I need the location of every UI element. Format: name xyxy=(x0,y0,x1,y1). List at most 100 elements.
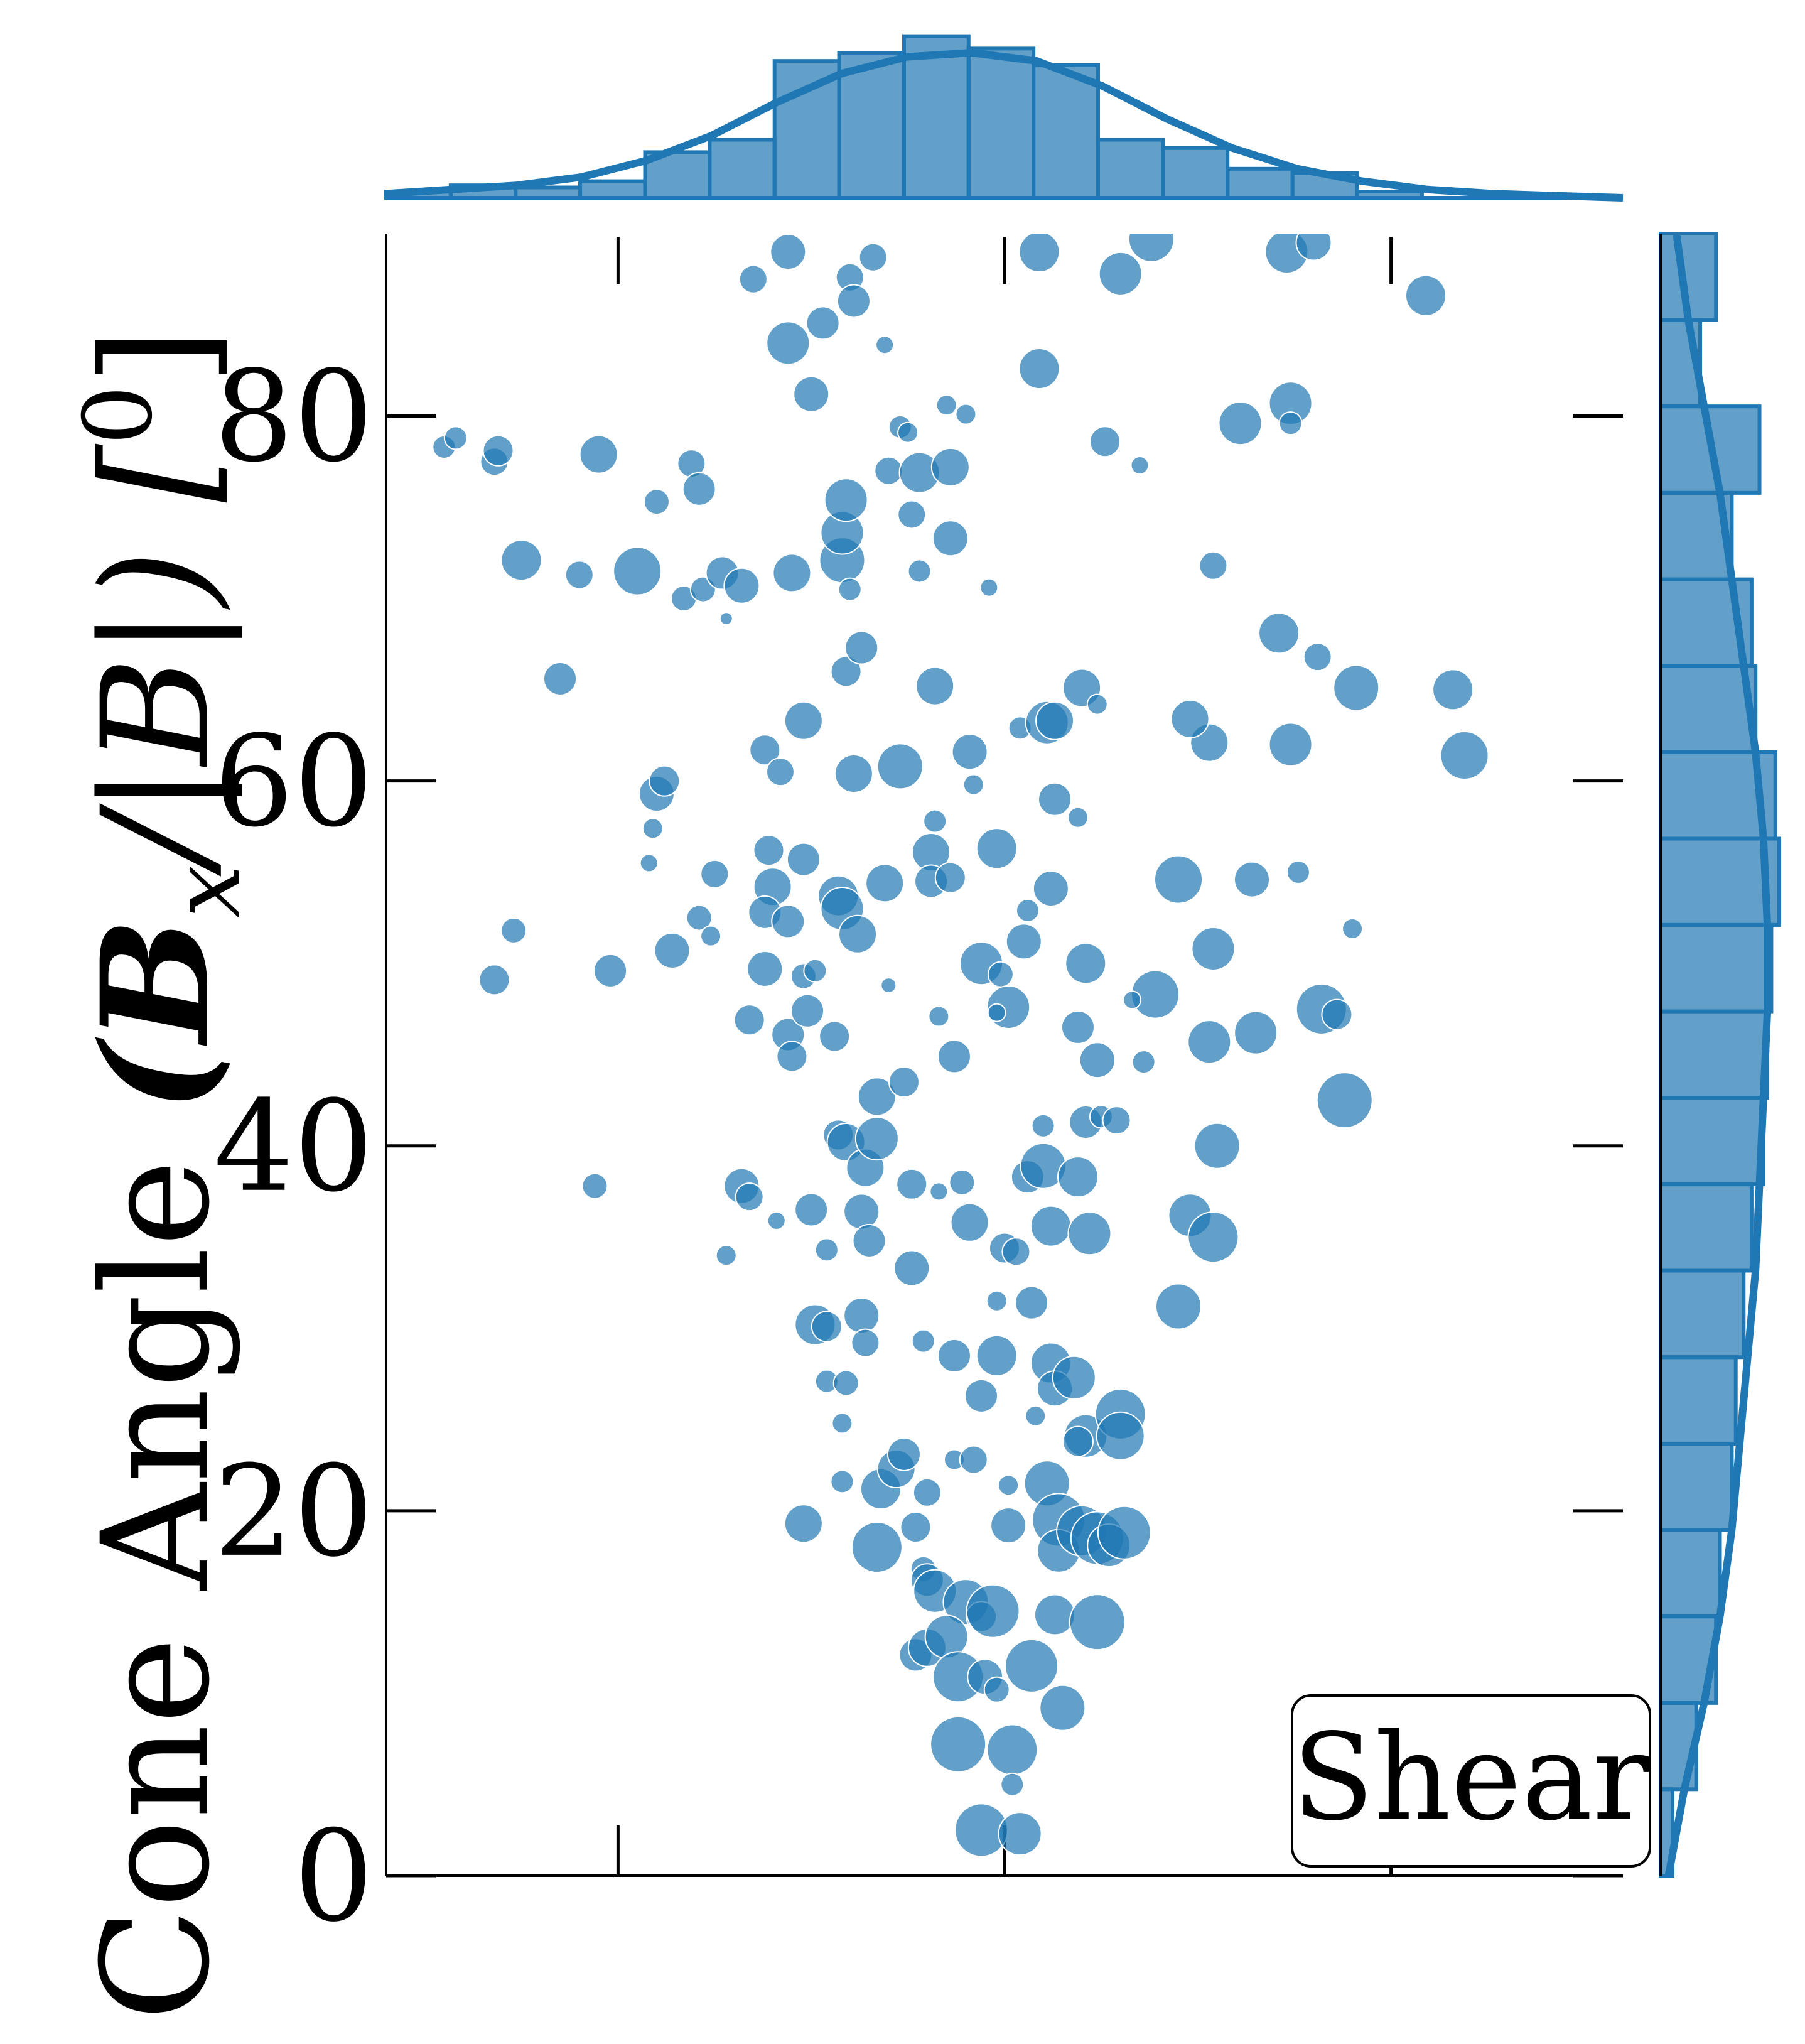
scatter-point xyxy=(803,958,827,983)
right-hist-bar xyxy=(1659,836,1781,927)
top-hist-bar xyxy=(966,46,1036,200)
scatter-point xyxy=(937,1039,971,1074)
scatter-point xyxy=(642,818,664,840)
right-hist-bar xyxy=(1659,1355,1738,1446)
scatter-point xyxy=(930,1716,987,1773)
y-tick-label: 60 xyxy=(214,709,374,855)
scatter-point xyxy=(1286,860,1310,884)
scatter-point xyxy=(543,661,578,696)
scatter-point xyxy=(844,630,879,665)
scatter-point xyxy=(1193,1122,1241,1169)
scatter-point xyxy=(794,1192,829,1227)
scatter-point xyxy=(1170,699,1210,738)
top-marginal-histogram xyxy=(384,34,1624,202)
scatter-point xyxy=(986,1724,1038,1776)
scatter-point xyxy=(1199,551,1228,580)
scatter-point xyxy=(639,853,659,873)
scatter-point xyxy=(1096,1411,1145,1461)
scatter-point xyxy=(1089,426,1121,458)
scatter-point xyxy=(1405,274,1447,316)
top-hist-bar xyxy=(1226,166,1295,200)
scatter-point xyxy=(643,489,670,516)
scatter-point xyxy=(1039,1684,1086,1731)
ylabel-math-tail: /|B|) [ xyxy=(71,443,242,877)
scatter-point xyxy=(964,1378,999,1413)
scatter-point xyxy=(500,539,542,581)
scatter-point xyxy=(955,403,977,425)
right-hist-bar xyxy=(1659,1009,1770,1100)
scatter-point xyxy=(1034,1594,1076,1636)
scatter-point xyxy=(784,1504,823,1544)
scatter-point xyxy=(1065,943,1107,985)
scatter-point xyxy=(1067,806,1089,828)
scatter-point xyxy=(1015,898,1040,922)
scatter-point xyxy=(1303,642,1332,672)
scatter-point xyxy=(482,435,514,467)
scatter-point xyxy=(831,1412,853,1434)
scatter-point xyxy=(771,904,806,939)
scatter-points xyxy=(432,234,1489,1857)
scatter-point xyxy=(1321,998,1353,1030)
scatter-point xyxy=(1432,669,1474,711)
scatter-point xyxy=(959,1445,988,1474)
scatter-point xyxy=(1062,1425,1094,1457)
scatter-point xyxy=(1000,1772,1025,1797)
scatter-point xyxy=(1098,251,1143,296)
scatter-point xyxy=(613,546,662,596)
y-tick-label: 20 xyxy=(214,1439,374,1585)
top-hist-bar xyxy=(578,179,647,200)
scatter-point xyxy=(852,1223,886,1258)
scatter-point xyxy=(1440,730,1489,780)
y-tick-label: 80 xyxy=(214,344,374,490)
scatter-point xyxy=(979,578,999,597)
scatter-point xyxy=(1234,861,1270,898)
y-tick-label: 0 xyxy=(294,1803,374,1950)
scatter-point xyxy=(1018,234,1060,273)
scatter-point xyxy=(987,1003,1006,1022)
right-hist-bar xyxy=(1659,1528,1722,1619)
top-hist-bar xyxy=(837,51,906,200)
scatter-point xyxy=(998,1474,1020,1496)
scatter-point xyxy=(1005,1638,1059,1693)
scatter-point xyxy=(930,447,970,487)
scatter-point xyxy=(911,1329,935,1353)
scatter-point xyxy=(719,612,733,626)
scatter-point xyxy=(865,863,905,903)
scatter-point xyxy=(682,472,716,506)
scatter-point xyxy=(1342,918,1364,940)
scatter-point xyxy=(686,904,713,931)
scatter-point xyxy=(443,426,468,450)
scatter-point xyxy=(934,862,966,894)
top-hist-bar xyxy=(1096,138,1165,200)
scatter-point xyxy=(765,757,795,787)
scatter-point xyxy=(1060,1010,1095,1044)
scatter-point xyxy=(735,1182,764,1212)
scatter-point xyxy=(700,925,722,947)
top-hist-bar xyxy=(772,59,841,200)
scatter-point xyxy=(935,394,957,416)
scatter-point xyxy=(1032,870,1069,907)
scatter-point xyxy=(1086,693,1108,715)
right-hist-bar xyxy=(1659,922,1774,1014)
scatter-point xyxy=(1057,1156,1099,1198)
scatter-point xyxy=(478,964,510,996)
scatter-point xyxy=(793,376,830,413)
scatter-point xyxy=(876,743,924,790)
scatter-point xyxy=(951,733,988,771)
scatter-point xyxy=(733,1004,765,1036)
scatter-point xyxy=(851,1328,880,1358)
right-hist-bar xyxy=(1659,1182,1754,1273)
scatter-point xyxy=(1031,1113,1055,1138)
scatter-point xyxy=(1001,1237,1031,1267)
scatter-point xyxy=(923,809,947,833)
scatter-point xyxy=(937,1338,971,1373)
ylabel-unit-sup: 0 xyxy=(64,385,173,445)
scatter-point xyxy=(987,961,1014,988)
scatter-point xyxy=(579,435,618,474)
scatter-point xyxy=(928,1005,950,1027)
scatter-point xyxy=(824,478,868,522)
legend-frame xyxy=(1291,1694,1651,1868)
scatter-point xyxy=(858,242,888,272)
y-axis-label: Cone Angle (Bx/|B|) [0] xyxy=(64,328,261,2021)
scatter-point xyxy=(593,953,628,988)
